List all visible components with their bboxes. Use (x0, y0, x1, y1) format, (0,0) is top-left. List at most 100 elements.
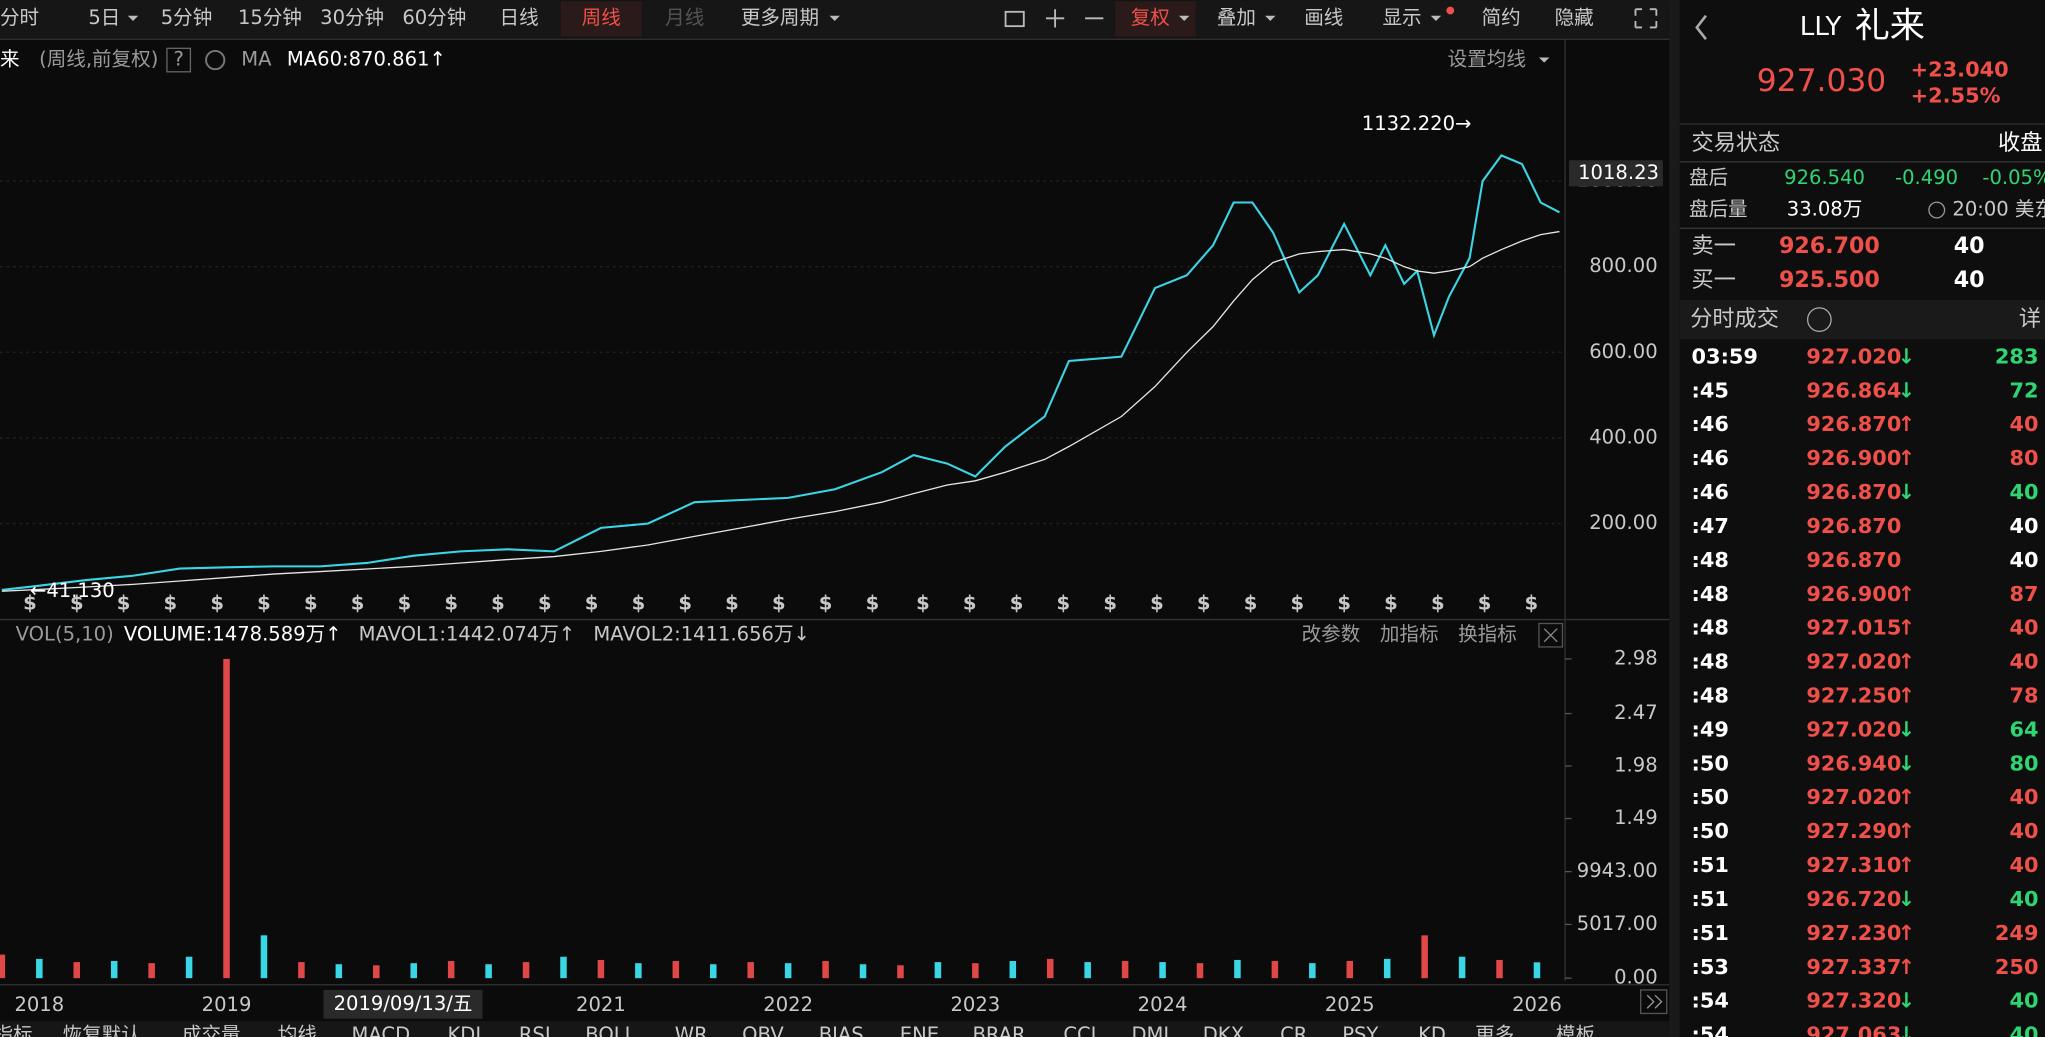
tool-button[interactable]: 简约 (1482, 6, 1521, 29)
dividend-marker: $ (916, 591, 930, 614)
scroll-right-icon[interactable] (1646, 994, 1663, 1009)
y-tick-label: 0.00 (1614, 966, 1658, 989)
volume-bar (447, 961, 455, 979)
trade-time: :45 (1692, 378, 1729, 402)
dividend-marker: $ (444, 591, 458, 614)
tool-button[interactable]: 显示 (1382, 6, 1421, 29)
trade-volume: 64 (2009, 717, 2038, 741)
trade-time: :50 (1692, 751, 1729, 775)
trade-arrow: ↓ (1898, 480, 1915, 504)
period-tab[interactable]: 分时 (0, 6, 39, 29)
volume-bar (1533, 962, 1541, 979)
volume-bar (335, 964, 343, 979)
volume-bar (1383, 958, 1391, 979)
trade-price: 926.900 (1806, 446, 1901, 470)
tool-button[interactable]: 叠加 (1217, 6, 1256, 29)
trade-volume: 80 (2009, 446, 2038, 470)
indicator-tab[interactable]: DKX (1203, 1023, 1244, 1037)
trade-time: :50 (1692, 785, 1729, 809)
indicator-tab[interactable]: DMI (1131, 1023, 1169, 1037)
period-tab[interactable]: 60分钟 (402, 6, 466, 29)
indicator-tab[interactable]: RSI (519, 1023, 551, 1037)
tool-button[interactable]: 复权 (1131, 6, 1170, 29)
indicator-tab[interactable]: MACD (352, 1023, 411, 1037)
indicator-tab[interactable]: 均线 (278, 1023, 317, 1037)
dividend-marker: $ (538, 591, 552, 614)
trade-time: :51 (1692, 921, 1729, 945)
indicator-tab[interactable]: PSY (1342, 1023, 1378, 1037)
indicator-tab[interactable]: BRAR (972, 1023, 1026, 1037)
close-box[interactable] (1538, 622, 1564, 648)
y-tick-label: 1.98 (1614, 754, 1658, 777)
volume-bar (1234, 959, 1241, 979)
help-box[interactable] (166, 47, 192, 73)
period-tab[interactable]: 日线 (500, 6, 539, 29)
indicator-tab[interactable]: 模板 (1556, 1023, 1595, 1037)
indicator-tab[interactable]: ENE (900, 1023, 939, 1037)
back-icon[interactable] (1695, 14, 1707, 41)
period-tab[interactable]: 30分钟 (320, 6, 384, 29)
scroll-right-box[interactable] (1640, 989, 1668, 1015)
add-indicator[interactable]: 加指标 (1380, 623, 1439, 646)
dividend-marker: $ (304, 591, 318, 614)
period-tab[interactable]: 月线 (665, 6, 704, 29)
edit-params[interactable]: 改参数 (1302, 623, 1361, 646)
indicator-tab[interactable]: 恢复默认 (63, 1023, 141, 1037)
trade-arrow: ↑ (1898, 616, 1915, 640)
trade-time: :51 (1692, 853, 1729, 877)
indicator-tab[interactable]: CR (1280, 1023, 1308, 1037)
toolbar-icons[interactable] (1004, 8, 1658, 29)
volume-bar (1309, 963, 1316, 979)
trade-price: 927.337 (1806, 955, 1901, 979)
trade-time: :48 (1692, 684, 1729, 708)
dividend-marker: $ (1150, 591, 1164, 614)
fullscreen-icon[interactable] (1634, 8, 1658, 29)
indicator-tab[interactable]: 指标 (0, 1023, 33, 1037)
indicator-tab[interactable]: CCI (1063, 1023, 1096, 1037)
indicator-tab[interactable]: WR (675, 1023, 708, 1037)
trades-list: 03:59 927.020↓ 283:45 926.864↓ 72:46 926.870↑… (1692, 344, 2039, 1037)
period-tab[interactable]: 15分钟 (238, 6, 302, 29)
period-tab[interactable]: 更多周期 (741, 6, 819, 29)
swap-indicator[interactable]: 换指标 (1458, 623, 1517, 646)
period-tab[interactable]: 5日 (88, 6, 120, 29)
indicator-tab[interactable]: KD (1418, 1023, 1446, 1037)
trade-price: 926.940 (1806, 751, 1901, 775)
trade-arrow: ↑ (1898, 921, 1915, 945)
ask-size: 40 (1954, 233, 1985, 259)
mavol2: MAVOL2:1411.656万↓ (593, 623, 810, 646)
period-tab[interactable]: 5分钟 (161, 6, 213, 29)
details[interactable]: 详 (2019, 306, 2041, 332)
dividend-marker: $ (1010, 591, 1024, 614)
trade-arrow: ↓ (1898, 989, 1915, 1013)
indicator-tab[interactable]: BIAS (819, 1023, 864, 1037)
dividend-marker: $ (117, 591, 131, 614)
indicator-tab[interactable]: BOLL (585, 1023, 635, 1037)
indicator-tab[interactable]: KDJ (447, 1023, 481, 1037)
dividend-marker: $ (23, 591, 37, 614)
info-icon[interactable] (1806, 307, 1832, 332)
indicator-tab[interactable]: 成交量 (182, 1023, 241, 1037)
indicator-tab[interactable]: 更多 (1475, 1023, 1514, 1037)
settings-icon[interactable] (205, 49, 226, 71)
scroll-bar[interactable] (1669, 0, 1680, 1037)
zoom-in-icon[interactable] (1045, 9, 1065, 28)
close-icon[interactable] (1543, 628, 1558, 643)
period-tab[interactable]: 周线 (582, 6, 621, 29)
ma-settings[interactable]: 设置均线 (1448, 48, 1526, 71)
lock-icon[interactable] (1004, 10, 1025, 28)
volume-bar (373, 965, 380, 979)
trade-volume: 40 (2009, 480, 2038, 504)
indicator-tab[interactable]: OBV (742, 1023, 784, 1037)
help[interactable]: ? (173, 48, 183, 71)
tool-button[interactable]: 隐藏 (1555, 6, 1594, 29)
volume-bar (972, 963, 979, 979)
x-tick-label: 2023 (950, 993, 1000, 1016)
dividend-marker: $ (1197, 591, 1211, 614)
y-tick-label: 400.00 (1589, 425, 1657, 448)
tool-button[interactable]: 画线 (1304, 6, 1343, 29)
dropdown-icon (1538, 57, 1550, 63)
volume-bar (185, 956, 193, 979)
dropdown-icon (1179, 15, 1190, 21)
